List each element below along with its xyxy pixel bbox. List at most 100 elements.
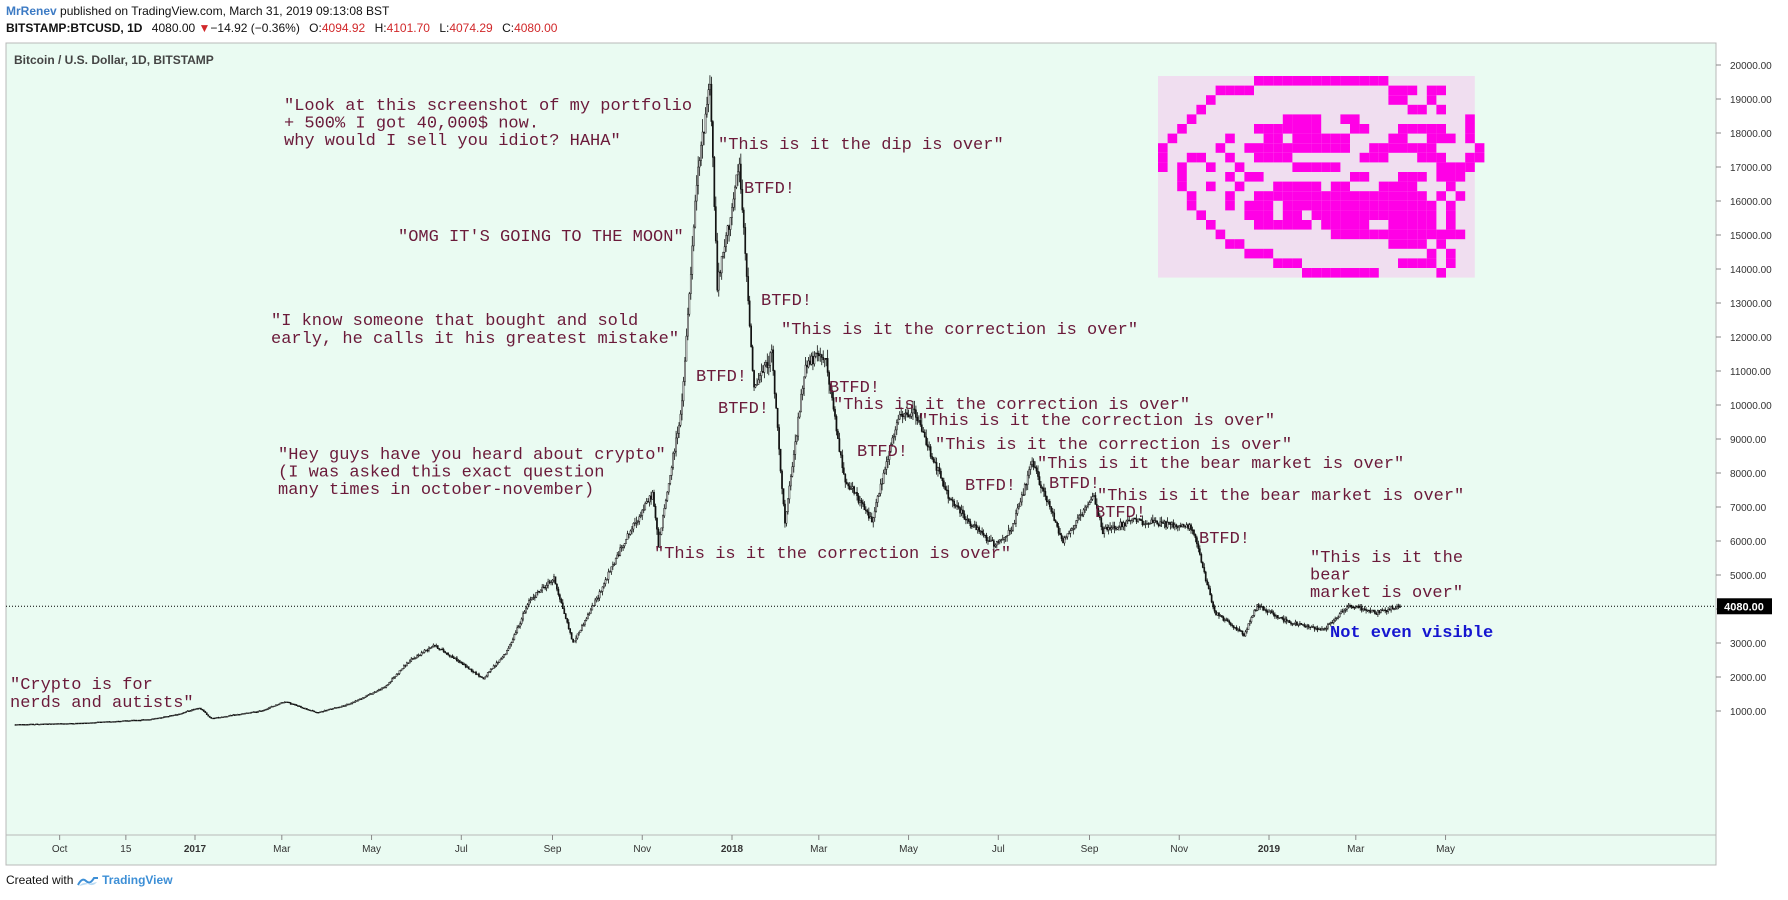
candle-body — [372, 692, 374, 695]
candle-body — [1087, 504, 1089, 507]
candle-body — [261, 710, 264, 712]
candle-body — [1116, 527, 1119, 530]
candle-body — [44, 723, 46, 725]
candle-body — [798, 411, 801, 418]
troll-pixel — [1263, 191, 1274, 201]
candle-body — [919, 420, 922, 426]
candle-body — [242, 713, 245, 715]
candle-body — [319, 711, 321, 713]
candle-body — [497, 661, 499, 664]
troll-face-image — [1158, 76, 1485, 278]
author-name[interactable]: MrRenev — [6, 4, 57, 18]
candle-body — [538, 591, 541, 593]
candle-body — [351, 702, 354, 704]
troll-pixel — [1369, 268, 1379, 278]
candle-body — [757, 379, 760, 385]
candle-body — [485, 675, 488, 678]
annotation-bear3: market is over" — [1310, 584, 1463, 603]
troll-pixel — [1359, 268, 1370, 278]
candle-body — [151, 718, 154, 720]
candle-body — [320, 711, 323, 713]
close-label: C: — [502, 21, 515, 35]
candle-body — [676, 433, 679, 439]
candle-body — [69, 723, 71, 725]
candle-body — [664, 500, 667, 509]
candle-body — [920, 424, 923, 432]
candle-body — [451, 655, 454, 658]
candle-body — [697, 166, 700, 186]
candle-body — [269, 706, 271, 709]
tradingview-link[interactable]: TradingView — [102, 873, 173, 887]
troll-pixel — [1263, 220, 1274, 230]
candle-body — [1132, 517, 1135, 520]
candle-body — [358, 698, 361, 700]
candle-body — [937, 467, 939, 471]
candle-body — [1216, 612, 1219, 616]
troll-pixel — [1350, 229, 1360, 240]
x-tick-label: May — [1436, 844, 1455, 855]
candle-body — [1274, 614, 1276, 617]
candle-body — [308, 709, 311, 711]
candle-body — [600, 591, 602, 593]
candle-body — [1106, 526, 1109, 531]
candle-body — [481, 676, 483, 678]
candle-body — [282, 702, 285, 704]
high-label: H: — [374, 21, 387, 35]
candle-body — [278, 703, 280, 706]
troll-pixel — [1359, 124, 1370, 134]
candle-body — [389, 680, 392, 683]
candle-body — [1222, 616, 1225, 621]
candle-body — [1288, 620, 1291, 624]
candle-body — [1349, 605, 1351, 607]
candle-body — [781, 470, 783, 489]
candle-body — [180, 713, 183, 715]
troll-pixel — [1436, 133, 1446, 144]
troll-pixel — [1196, 210, 1206, 220]
candle-body — [236, 714, 239, 716]
candle-body — [176, 714, 179, 716]
candle-body — [1125, 520, 1128, 527]
candle-body — [204, 711, 207, 714]
candle-body — [301, 707, 304, 709]
candle-body — [678, 424, 680, 434]
candle-body — [581, 625, 583, 631]
candle-body — [292, 703, 295, 705]
candle-body — [1366, 609, 1369, 612]
candle-body — [862, 502, 864, 505]
candle-body — [660, 527, 663, 535]
candle-body — [310, 710, 313, 712]
troll-pixel — [1186, 114, 1197, 124]
candle-body — [170, 715, 173, 717]
candle-body — [108, 721, 111, 723]
troll-pixel — [1311, 76, 1322, 86]
candle-body — [913, 408, 916, 411]
candle-body — [969, 521, 972, 527]
candle-body — [1310, 626, 1313, 628]
candle-body — [130, 719, 133, 722]
candle-body — [129, 720, 132, 722]
candle-body — [33, 724, 36, 726]
troll-pixel — [1244, 172, 1254, 182]
price-axis[interactable]: 20000.00 19000.00 18000.00 17000.00 16000.00… — [1716, 61, 1772, 718]
troll-pixel — [1311, 200, 1322, 211]
candle-body — [158, 717, 161, 719]
candle-body — [1353, 606, 1356, 609]
candle-body — [1144, 523, 1147, 525]
candle-body — [932, 458, 935, 463]
troll-pixel — [1263, 133, 1274, 144]
time-axis[interactable]: Oct 15 2017 Mar May Jul Sep Nov 2018 Mar May Jul Sep… — [52, 835, 1455, 855]
candle-body — [679, 413, 682, 426]
candle-body — [1251, 615, 1254, 618]
x-tick-label: Mar — [810, 844, 828, 855]
candle-body — [208, 715, 211, 718]
troll-pixel — [1474, 152, 1485, 163]
candle-body — [38, 723, 40, 726]
candle-body — [1057, 526, 1060, 534]
candle-body — [1188, 524, 1191, 529]
troll-pixel — [1436, 104, 1446, 115]
troll-pixel — [1311, 268, 1322, 278]
tradingview-logo-icon[interactable] — [76, 875, 99, 887]
candle-body — [205, 712, 208, 715]
troll-pixel — [1388, 95, 1398, 105]
